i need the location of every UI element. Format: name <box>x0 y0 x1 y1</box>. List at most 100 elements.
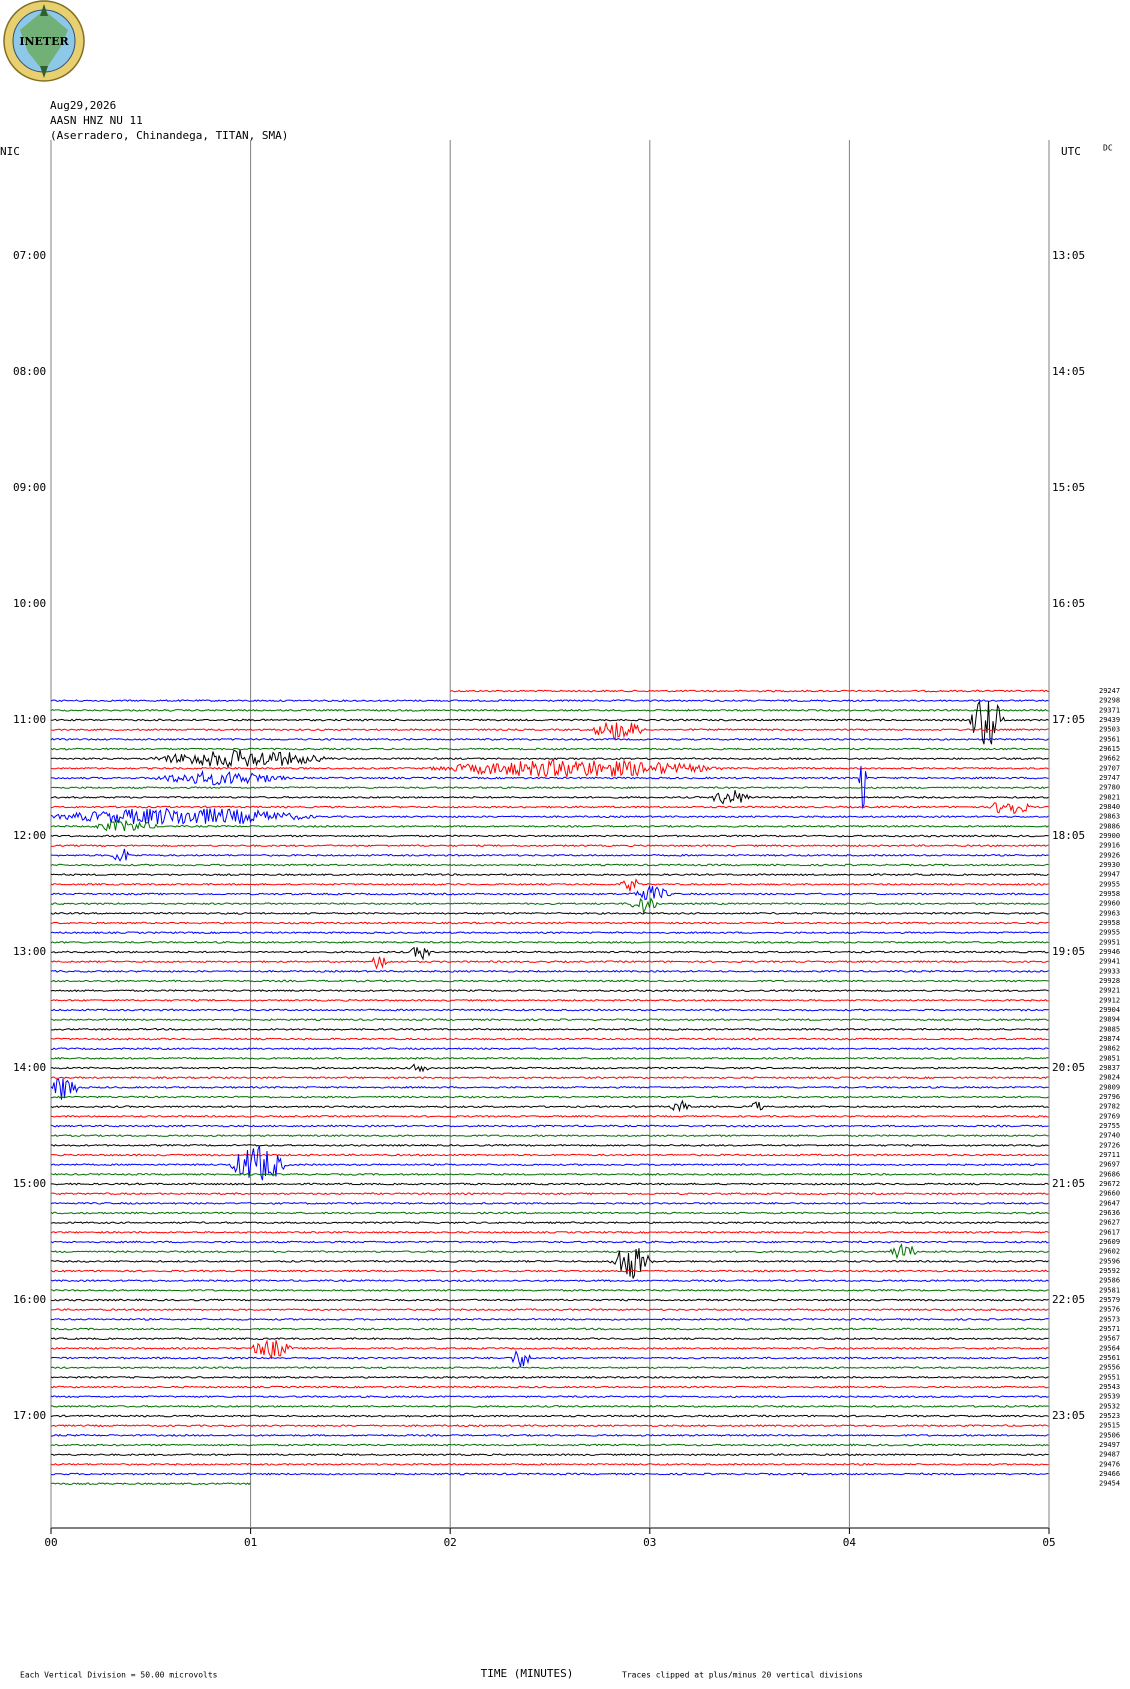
row-count-label: 29821 <box>1099 793 1120 801</box>
seismic-trace <box>50 1063 1049 1073</box>
row-count-label: 29963 <box>1099 909 1120 917</box>
title-line: Aug29,2026 <box>50 99 116 112</box>
row-count-label: 29247 <box>1099 687 1120 695</box>
left-time-label: 11:00 <box>13 713 46 726</box>
row-count-label: 29439 <box>1099 716 1120 724</box>
seismic-trace <box>50 1462 1049 1466</box>
seismic-trace <box>50 848 1049 862</box>
seismic-trace <box>50 1145 1049 1181</box>
seismic-trace <box>50 1424 1049 1428</box>
right-time-label: 18:05 <box>1052 829 1085 842</box>
row-count-label: 29711 <box>1099 1151 1120 1159</box>
seismic-trace <box>50 1248 1049 1279</box>
seismic-trace <box>50 878 1049 892</box>
row-count-label: 29951 <box>1099 938 1120 946</box>
right-time-label: 14:05 <box>1052 365 1085 378</box>
row-count-label: 29782 <box>1099 1103 1120 1111</box>
row-count-label: 29636 <box>1099 1209 1120 1217</box>
row-count-label: 29561 <box>1099 1354 1120 1362</box>
row-count-label: 29707 <box>1099 764 1120 772</box>
seismic-trace <box>50 834 1049 838</box>
row-count-label: 29579 <box>1099 1296 1120 1304</box>
seismic-trace <box>50 946 1049 961</box>
seismic-trace <box>50 989 1049 993</box>
row-count-label: 29298 <box>1099 697 1120 705</box>
row-count-label: 29894 <box>1099 1016 1120 1024</box>
row-count-label: 29539 <box>1099 1393 1120 1401</box>
row-count-label: 29928 <box>1099 977 1120 985</box>
row-count-label: 29946 <box>1099 948 1120 956</box>
row-count-label: 29740 <box>1099 1132 1120 1140</box>
clip-note: Traces clipped at plus/minus 20 vertical… <box>622 1671 863 1680</box>
row-count-label: 29941 <box>1099 958 1120 966</box>
seismic-trace <box>450 689 1049 693</box>
row-count-label: 29904 <box>1099 1006 1120 1014</box>
left-time-label: 07:00 <box>13 249 46 262</box>
seismic-trace <box>50 931 1049 935</box>
seismic-trace <box>50 1298 1049 1302</box>
seismic-trace <box>50 1414 1049 1418</box>
seismic-trace <box>50 807 1049 825</box>
seismic-trace <box>50 802 1049 815</box>
row-count-label: 29615 <box>1099 745 1120 753</box>
row-count-label: 29564 <box>1099 1344 1120 1352</box>
row-count-label: 29862 <box>1099 1045 1120 1053</box>
row-count-label: 29947 <box>1099 871 1120 879</box>
row-count-label: 29556 <box>1099 1364 1120 1372</box>
right-time-label: 16:05 <box>1052 597 1085 610</box>
seismic-trace <box>50 1037 1049 1041</box>
seismic-trace <box>50 1472 1049 1476</box>
x-tick-label: 02 <box>444 1536 457 1549</box>
seismic-trace <box>50 956 1049 970</box>
seismic-trace <box>50 819 1049 832</box>
seismic-trace <box>50 1143 1049 1147</box>
seismic-trace <box>50 940 1049 944</box>
row-count-label: 29487 <box>1099 1451 1120 1459</box>
x-tick-label: 01 <box>244 1536 257 1549</box>
seismic-trace <box>50 1269 1049 1273</box>
row-count-label: 29551 <box>1099 1373 1120 1381</box>
seismic-trace <box>50 1124 1049 1128</box>
row-count-label: 29955 <box>1099 929 1120 937</box>
row-count-label: 29561 <box>1099 735 1120 743</box>
seismic-trace <box>50 1008 1049 1012</box>
row-count-label: 29571 <box>1099 1325 1120 1333</box>
row-count-label: 29573 <box>1099 1315 1120 1323</box>
seismic-trace <box>50 1404 1049 1408</box>
row-count-label: 29506 <box>1099 1431 1120 1439</box>
x-axis-title: TIME (MINUTES) <box>481 1667 574 1680</box>
row-count-label: 29476 <box>1099 1460 1120 1468</box>
right-time-label: 23:05 <box>1052 1409 1085 1422</box>
seismic-trace <box>50 1366 1049 1370</box>
row-count-label: 29726 <box>1099 1141 1120 1149</box>
seismic-trace <box>50 1308 1049 1312</box>
row-count-label: 29660 <box>1099 1190 1120 1198</box>
left-time-label: 09:00 <box>13 481 46 494</box>
seismic-trace <box>50 790 1049 805</box>
seismic-trace <box>50 786 1049 790</box>
row-count-label: 29672 <box>1099 1180 1120 1188</box>
seismic-trace <box>50 873 1049 877</box>
seismic-trace <box>50 1056 1049 1060</box>
seismic-trace <box>50 1134 1049 1138</box>
row-count-label: 29755 <box>1099 1122 1120 1130</box>
row-count-label: 29926 <box>1099 851 1120 859</box>
row-count-label: 29886 <box>1099 822 1120 830</box>
seismic-trace <box>50 1182 1049 1186</box>
row-count-label: 29747 <box>1099 774 1120 782</box>
seismic-trace <box>50 1395 1049 1399</box>
logo: INETER <box>3 0 85 82</box>
seismic-trace <box>51 1453 1049 1457</box>
dc-label: DC <box>1103 144 1113 153</box>
row-count-label: 29837 <box>1099 1064 1120 1072</box>
seismic-trace <box>50 1482 251 1486</box>
title-line: (Aserradero, Chinandega, TITAN, SMA) <box>50 129 288 142</box>
row-count-label: 29955 <box>1099 880 1120 888</box>
row-count-label: 29863 <box>1099 813 1120 821</box>
row-count-label: 29921 <box>1099 987 1120 995</box>
row-count-label: 29503 <box>1099 726 1120 734</box>
row-count-label: 29596 <box>1099 1257 1120 1265</box>
row-count-label: 29647 <box>1099 1199 1120 1207</box>
row-count-label: 29662 <box>1099 755 1120 763</box>
row-count-label: 29930 <box>1099 861 1120 869</box>
